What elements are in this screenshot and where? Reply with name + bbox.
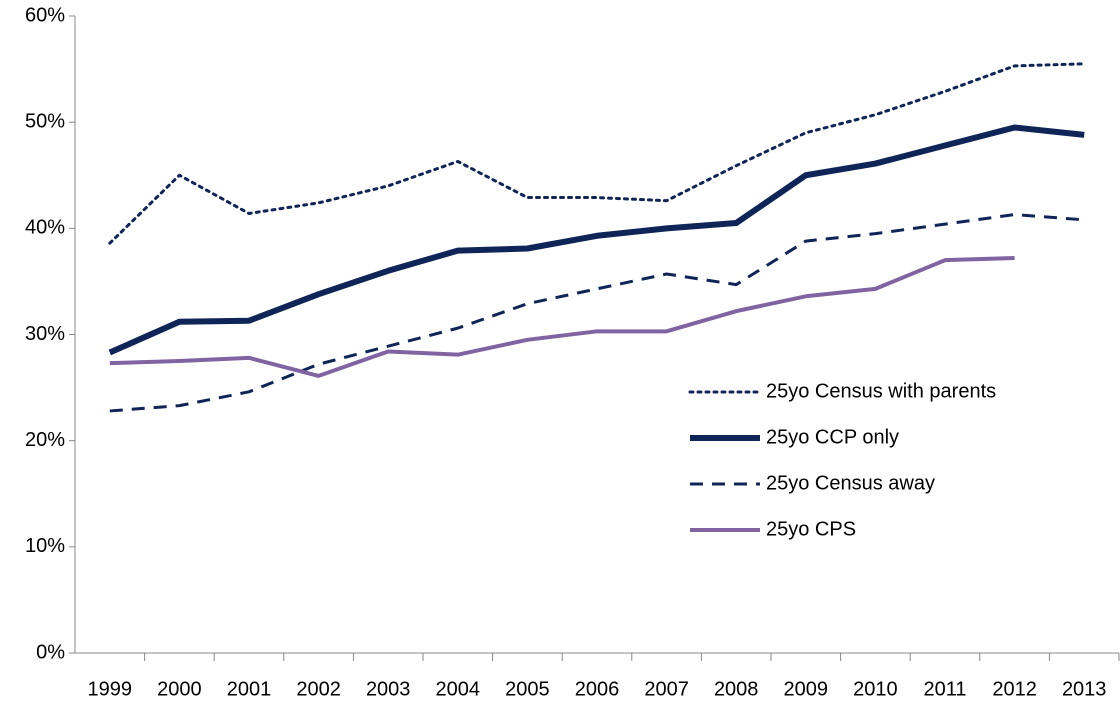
x-tick-label: 1999 xyxy=(88,678,133,700)
series-line xyxy=(108,124,1085,356)
series-line xyxy=(109,213,1085,413)
y-tick-label: 50% xyxy=(25,110,65,132)
legend-label: 25yo CPS xyxy=(766,518,856,540)
y-tick-label: 40% xyxy=(25,217,65,239)
x-tick-label: 2012 xyxy=(992,678,1037,700)
y-tick-label: 0% xyxy=(36,641,65,663)
x-tick-label: 2005 xyxy=(505,678,550,700)
x-tick-label: 2003 xyxy=(366,678,411,700)
series-line xyxy=(109,256,1015,378)
y-tick-label: 10% xyxy=(25,535,65,557)
x-tick-label: 2010 xyxy=(853,678,898,700)
y-tick-label: 20% xyxy=(25,429,65,451)
series-line xyxy=(108,62,1086,245)
x-tick-label: 2013 xyxy=(1062,678,1107,700)
x-tick-label: 2004 xyxy=(436,678,481,700)
y-tick-label: 30% xyxy=(25,323,65,345)
x-tick-label: 2007 xyxy=(644,678,689,700)
x-tick-label: 2009 xyxy=(784,678,829,700)
x-tick-label: 2011 xyxy=(923,678,966,700)
legend-label: 25yo CCP only xyxy=(766,426,899,448)
legend-label: 25yo Census with parents xyxy=(766,380,996,402)
x-tick-label: 2002 xyxy=(296,678,341,700)
x-tick-label: 2006 xyxy=(575,678,620,700)
legend-label: 25yo Census away xyxy=(766,472,935,494)
x-tick-label: 2008 xyxy=(714,678,759,700)
x-tick-label: 2000 xyxy=(157,678,202,700)
y-tick-label: 60% xyxy=(25,4,65,26)
x-tick-label: 2001 xyxy=(227,678,272,700)
